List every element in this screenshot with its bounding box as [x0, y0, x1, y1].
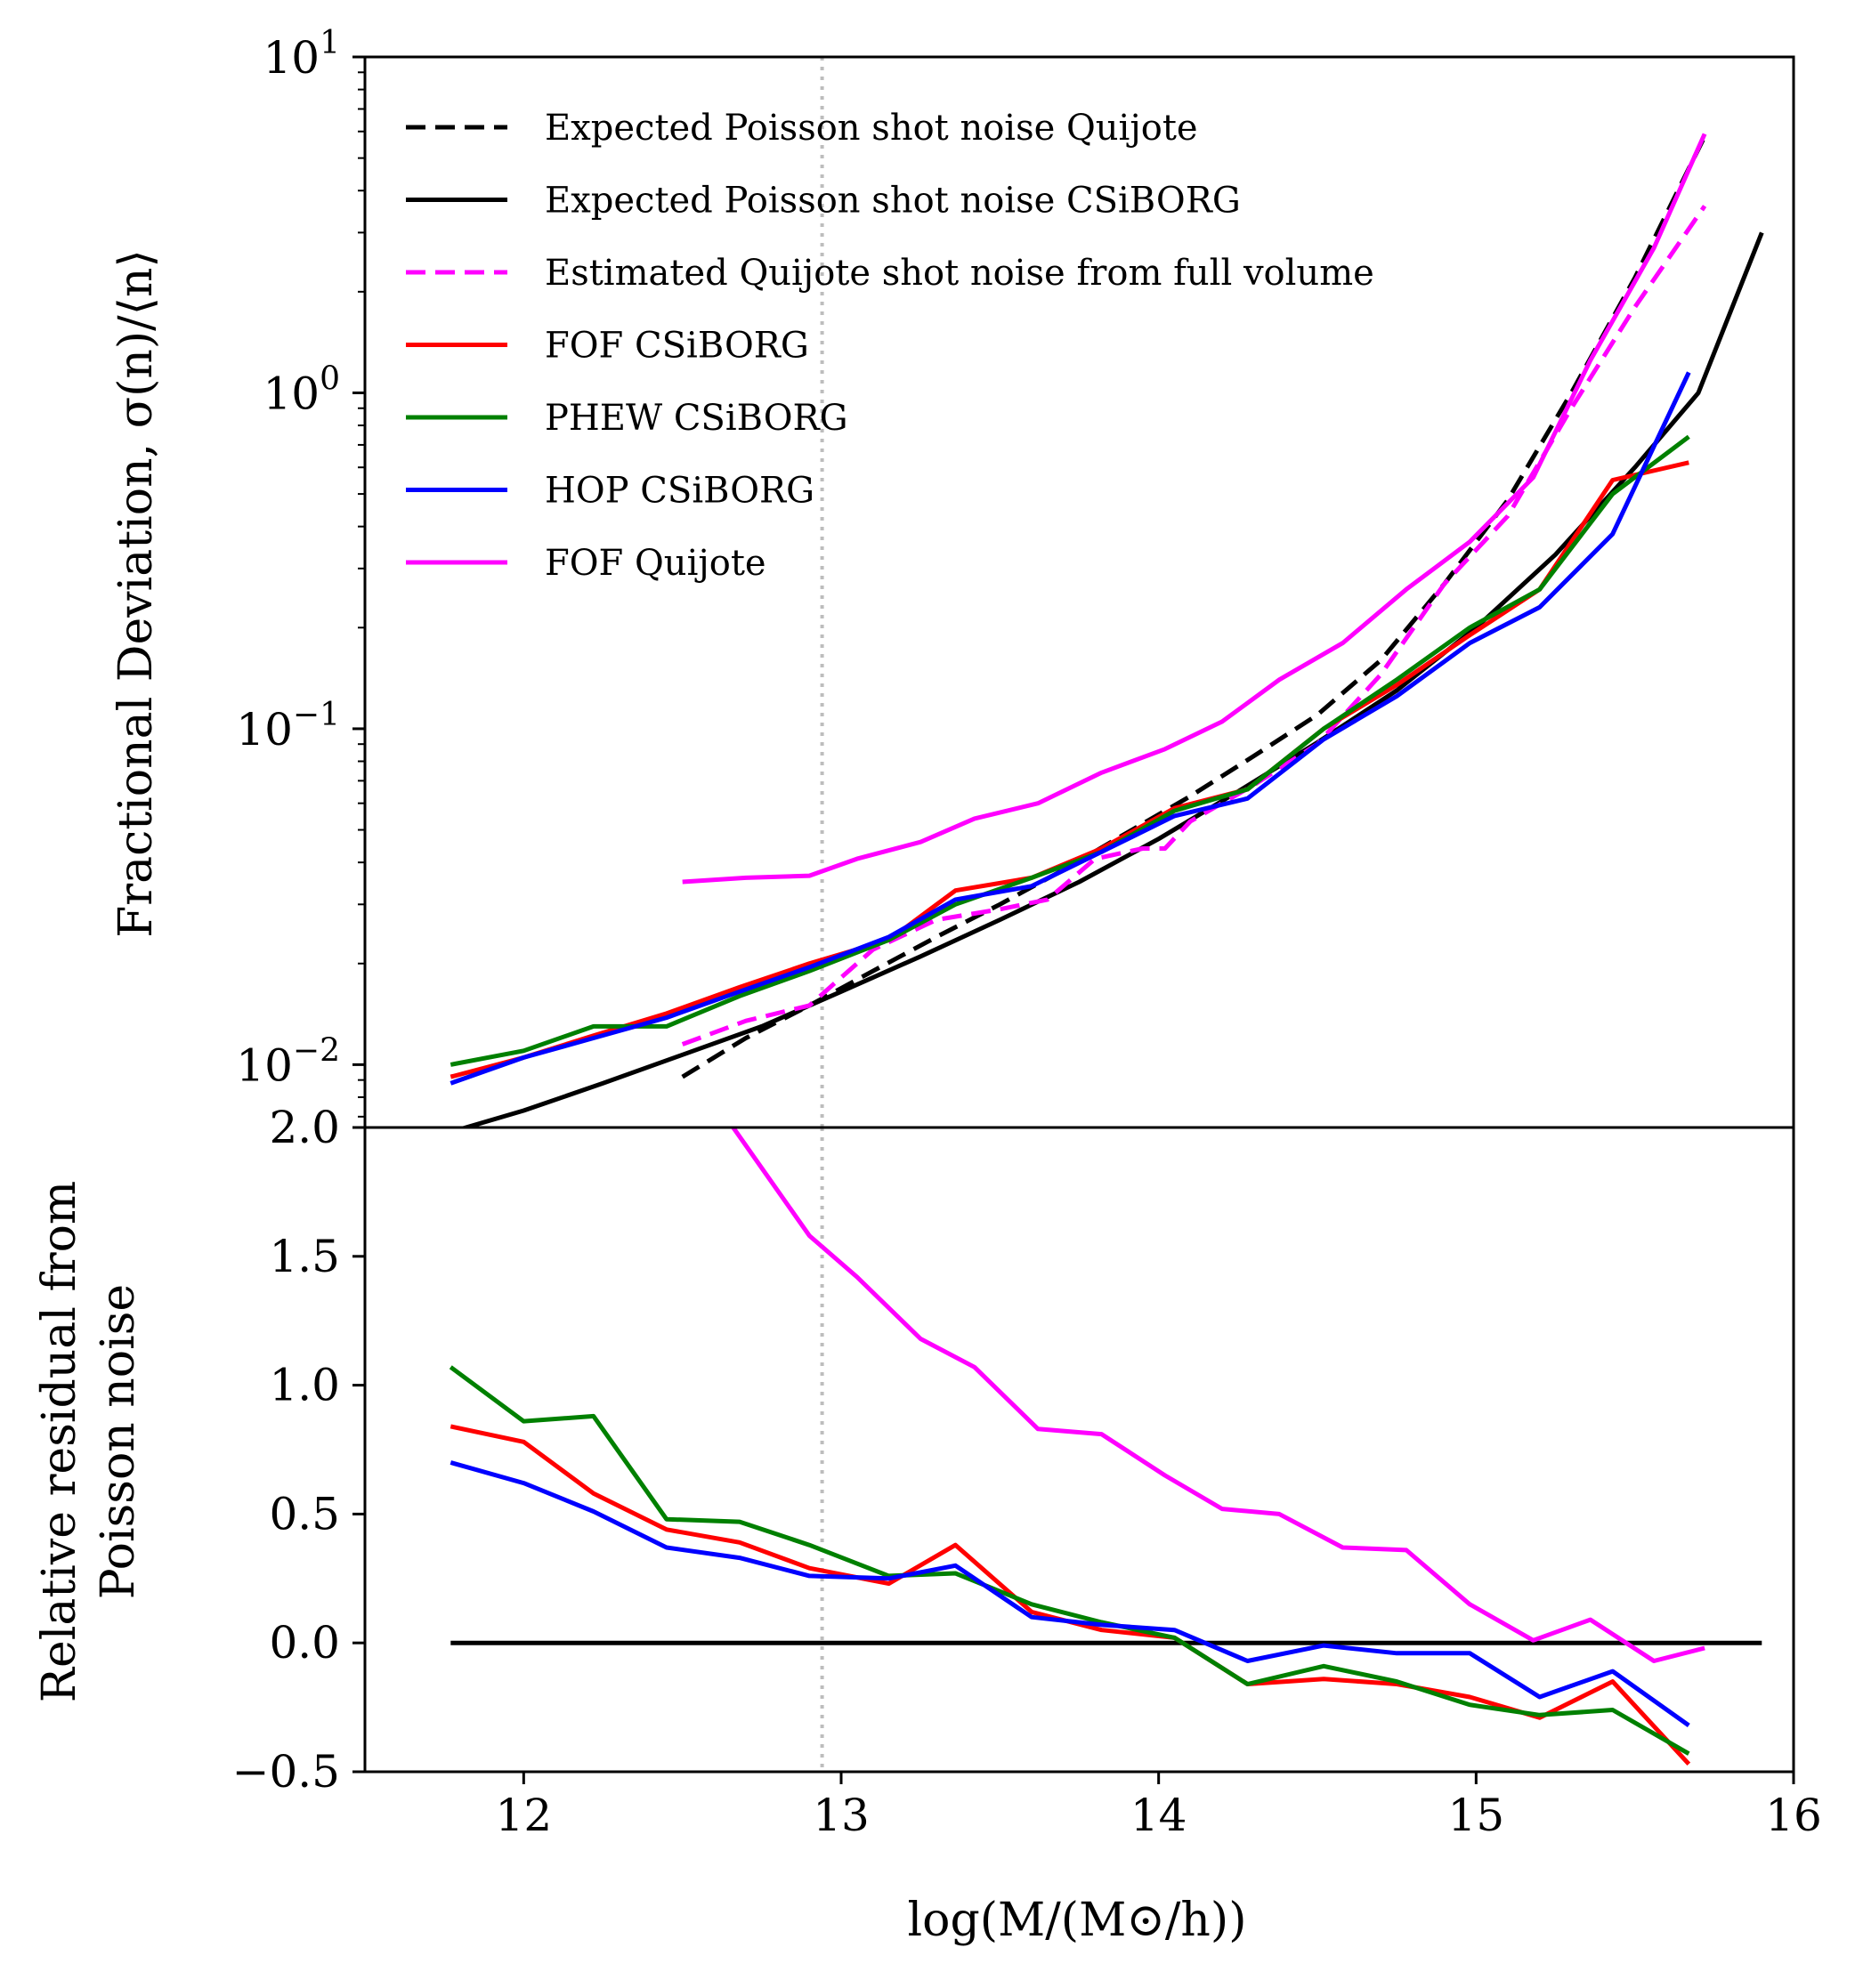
bottom-panel: −0.5 0.0 0.5 1.0 1.5 2.0 Relative residual fr…	[33, 1102, 1762, 1798]
tick-base: 10	[236, 1039, 293, 1091]
tick-exponent: −1	[293, 697, 340, 733]
x-ticks: 12 13 14 15 16	[496, 1772, 1822, 1841]
x-tick-label: 15	[1448, 1790, 1505, 1841]
bottom-y-ticks: −0.5 0.0 0.5 1.0 1.5 2.0	[232, 1102, 365, 1798]
x-tick-label: 16	[1765, 1790, 1822, 1841]
top-series-expected-poisson-shot-noise-csiborg	[458, 231, 1764, 1127]
x-tick-label: 14	[1130, 1790, 1187, 1841]
bottom-y-tick-label: 0.0	[269, 1617, 340, 1669]
legend-label-estimated-quijote-shot-noise-from-full-volume: Estimated Quijote shot noise from full v…	[545, 253, 1374, 294]
tick-exponent: −2	[293, 1032, 340, 1069]
top-y-tick-label: 100	[263, 360, 340, 419]
bottom-y-tick-label: 1.0	[269, 1360, 340, 1411]
bottom-y-axis-label-line2: Poisson noise	[92, 1284, 145, 1599]
top-y-tick-label: 101	[263, 25, 340, 84]
legend-label-expected-poisson-shot-noise-csiborg: Expected Poisson shot noise CSiBORG	[545, 181, 1241, 222]
legend-label-hop-csiborg: HOP CSiBORG	[545, 471, 814, 512]
bottom-y-tick-label: 2.0	[269, 1102, 340, 1153]
tick-exponent: 1	[320, 25, 340, 61]
bottom-series-fof-quijote	[731, 1127, 1705, 1663]
bottom-y-tick-label: 0.5	[269, 1488, 340, 1539]
bottom-series-group	[449, 1127, 1762, 1766]
top-y-axis-label: Fractional Deviation, σ(n)/⟨n⟩	[109, 249, 163, 938]
legend-label-phew-csiborg: PHEW CSiBORG	[545, 398, 848, 439]
top-series-hop-csiborg	[450, 371, 1691, 1086]
bottom-y-axis-label-line1: Relative residual from	[33, 1181, 86, 1702]
top-series-fof-quijote	[682, 133, 1707, 885]
x-axis-label: log(M/(M⊙/h))	[908, 1894, 1247, 1947]
tick-exponent: 0	[320, 360, 340, 397]
tick-base: 10	[263, 368, 320, 419]
bottom-series-phew-csiborg	[449, 1365, 1690, 1756]
top-y-tick-label: 10−2	[236, 1032, 340, 1091]
x-tick-label: 13	[813, 1790, 870, 1841]
legend-label-fof-csiborg: FOF CSiBORG	[545, 326, 809, 367]
legend: Expected Poisson shot noise Quijote Expec…	[406, 108, 1374, 584]
top-series-estimated-quijote-shot-noise-from-full-volume	[681, 205, 1707, 1047]
bottom-axes-frame	[363, 1126, 1795, 1774]
bottom-y-tick-label: 1.5	[269, 1231, 340, 1282]
top-series-expected-poisson-shot-noise-quijote	[681, 135, 1707, 1079]
top-series-group	[450, 133, 1764, 1127]
bottom-y-tick-label: −0.5	[232, 1746, 340, 1798]
bottom-series-hop-csiborg	[450, 1460, 1690, 1727]
legend-label-fof-quijote: FOF Quijote	[545, 543, 766, 584]
x-tick-label: 12	[496, 1790, 553, 1841]
legend-label-expected-poisson-shot-noise-quijote: Expected Poisson shot noise Quijote	[545, 108, 1198, 149]
tick-base: 10	[236, 704, 293, 756]
top-series-phew-csiborg	[450, 434, 1690, 1067]
top-y-tick-label: 10−1	[236, 697, 340, 756]
tick-base: 10	[263, 32, 320, 84]
